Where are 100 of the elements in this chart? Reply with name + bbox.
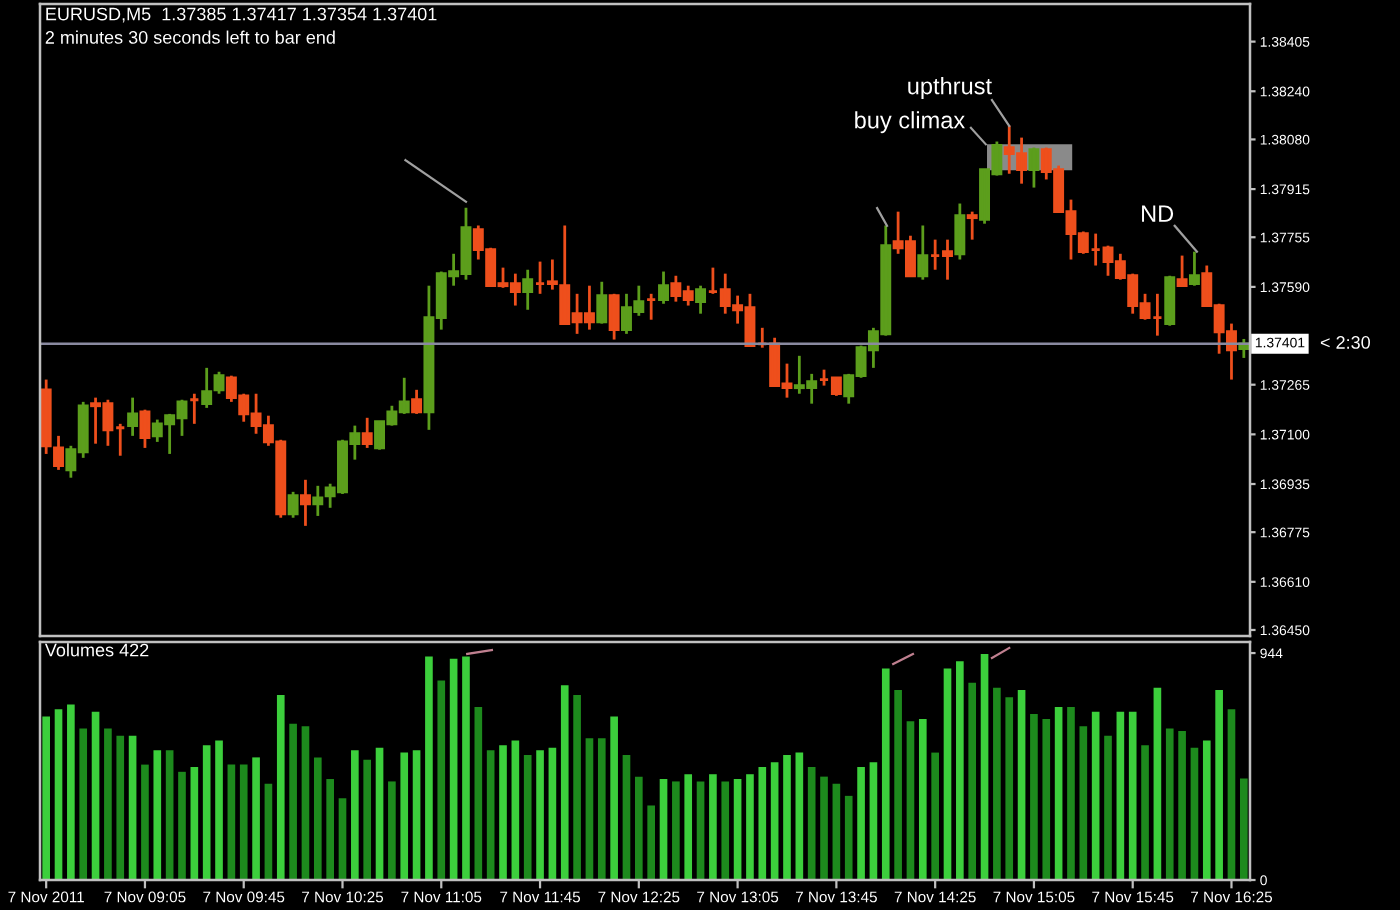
bar (635, 776, 643, 880)
bar (1005, 697, 1014, 880)
bar (1067, 706, 1075, 880)
bar (956, 661, 964, 880)
bar (597, 738, 606, 880)
bar (499, 745, 507, 880)
bar (264, 783, 273, 880)
bar (523, 754, 532, 880)
bar (672, 781, 680, 880)
bar (289, 723, 297, 880)
bar (1141, 745, 1149, 880)
bar (486, 750, 495, 880)
bar (980, 654, 989, 880)
bar (733, 779, 742, 880)
bar (696, 781, 705, 880)
bar (968, 682, 977, 880)
bar (141, 764, 149, 880)
bar (548, 747, 557, 880)
bar (1079, 726, 1088, 880)
bar (1190, 747, 1199, 880)
annotation: ND (1142, 205, 1174, 222)
bar (931, 752, 939, 880)
bar (425, 656, 433, 880)
bar (721, 781, 730, 880)
bar (894, 690, 902, 880)
chart-title: EURUSD,M5 1.37385 1.37417 1.37354 1.37401 (46, 7, 437, 23)
bar (276, 694, 285, 880)
bar (400, 752, 409, 880)
bar (1227, 709, 1236, 880)
bar (474, 706, 483, 880)
bar (622, 754, 631, 880)
bar (881, 668, 890, 880)
bar (215, 740, 223, 880)
bar (91, 711, 100, 880)
bar (918, 718, 927, 880)
bar (869, 762, 878, 880)
bar (338, 798, 347, 880)
bar (67, 704, 75, 880)
bar (313, 757, 322, 880)
bar (1128, 711, 1137, 880)
bar (832, 783, 841, 880)
bar (906, 721, 915, 880)
bar (511, 740, 520, 880)
bar (388, 781, 396, 880)
bar (1153, 687, 1162, 880)
bar (560, 685, 569, 880)
bar (1030, 714, 1038, 880)
bar (684, 774, 693, 880)
bar (79, 728, 88, 880)
bar (239, 764, 248, 880)
bar (1240, 778, 1248, 880)
bar (363, 759, 372, 880)
bar (820, 776, 828, 880)
bar (585, 738, 594, 880)
bar (1215, 690, 1223, 880)
bar (1165, 728, 1174, 880)
bar (659, 779, 668, 880)
bar (993, 687, 1001, 880)
candlestick (1176, 254, 1188, 288)
bar (301, 726, 310, 880)
bar (1042, 718, 1051, 880)
bar (647, 805, 655, 880)
bar (857, 767, 865, 880)
bar (844, 795, 853, 880)
bar (462, 656, 470, 880)
bar (116, 735, 125, 880)
bar (54, 709, 63, 880)
bar (326, 779, 334, 880)
bar (128, 735, 137, 880)
bar (770, 762, 779, 880)
bar (42, 716, 50, 880)
bar (412, 750, 421, 880)
bar (807, 767, 816, 880)
bar (795, 752, 804, 880)
bar (758, 767, 767, 880)
bar (1054, 706, 1063, 880)
bar (351, 750, 359, 880)
text: 2 minutes 30 seconds left to bar end (45, 30, 335, 44)
bar (1116, 711, 1125, 880)
bar (1091, 711, 1100, 880)
annotation: buy climax (855, 111, 965, 134)
bar (783, 754, 791, 880)
bar (746, 774, 754, 880)
bar (190, 767, 199, 880)
bar (536, 750, 544, 880)
chart-title: Volumes 422 (44, 643, 149, 657)
bar (165, 750, 174, 880)
bar (1202, 740, 1211, 880)
bar (573, 694, 581, 880)
bar (943, 668, 952, 880)
bar (153, 750, 162, 880)
bar (104, 728, 112, 880)
bar (449, 658, 458, 880)
annotation: upthrust (908, 77, 992, 100)
bar (1017, 690, 1026, 880)
bar (227, 764, 236, 880)
bar (252, 757, 260, 880)
bar (178, 771, 186, 880)
bar (709, 774, 717, 880)
bar (437, 680, 446, 880)
